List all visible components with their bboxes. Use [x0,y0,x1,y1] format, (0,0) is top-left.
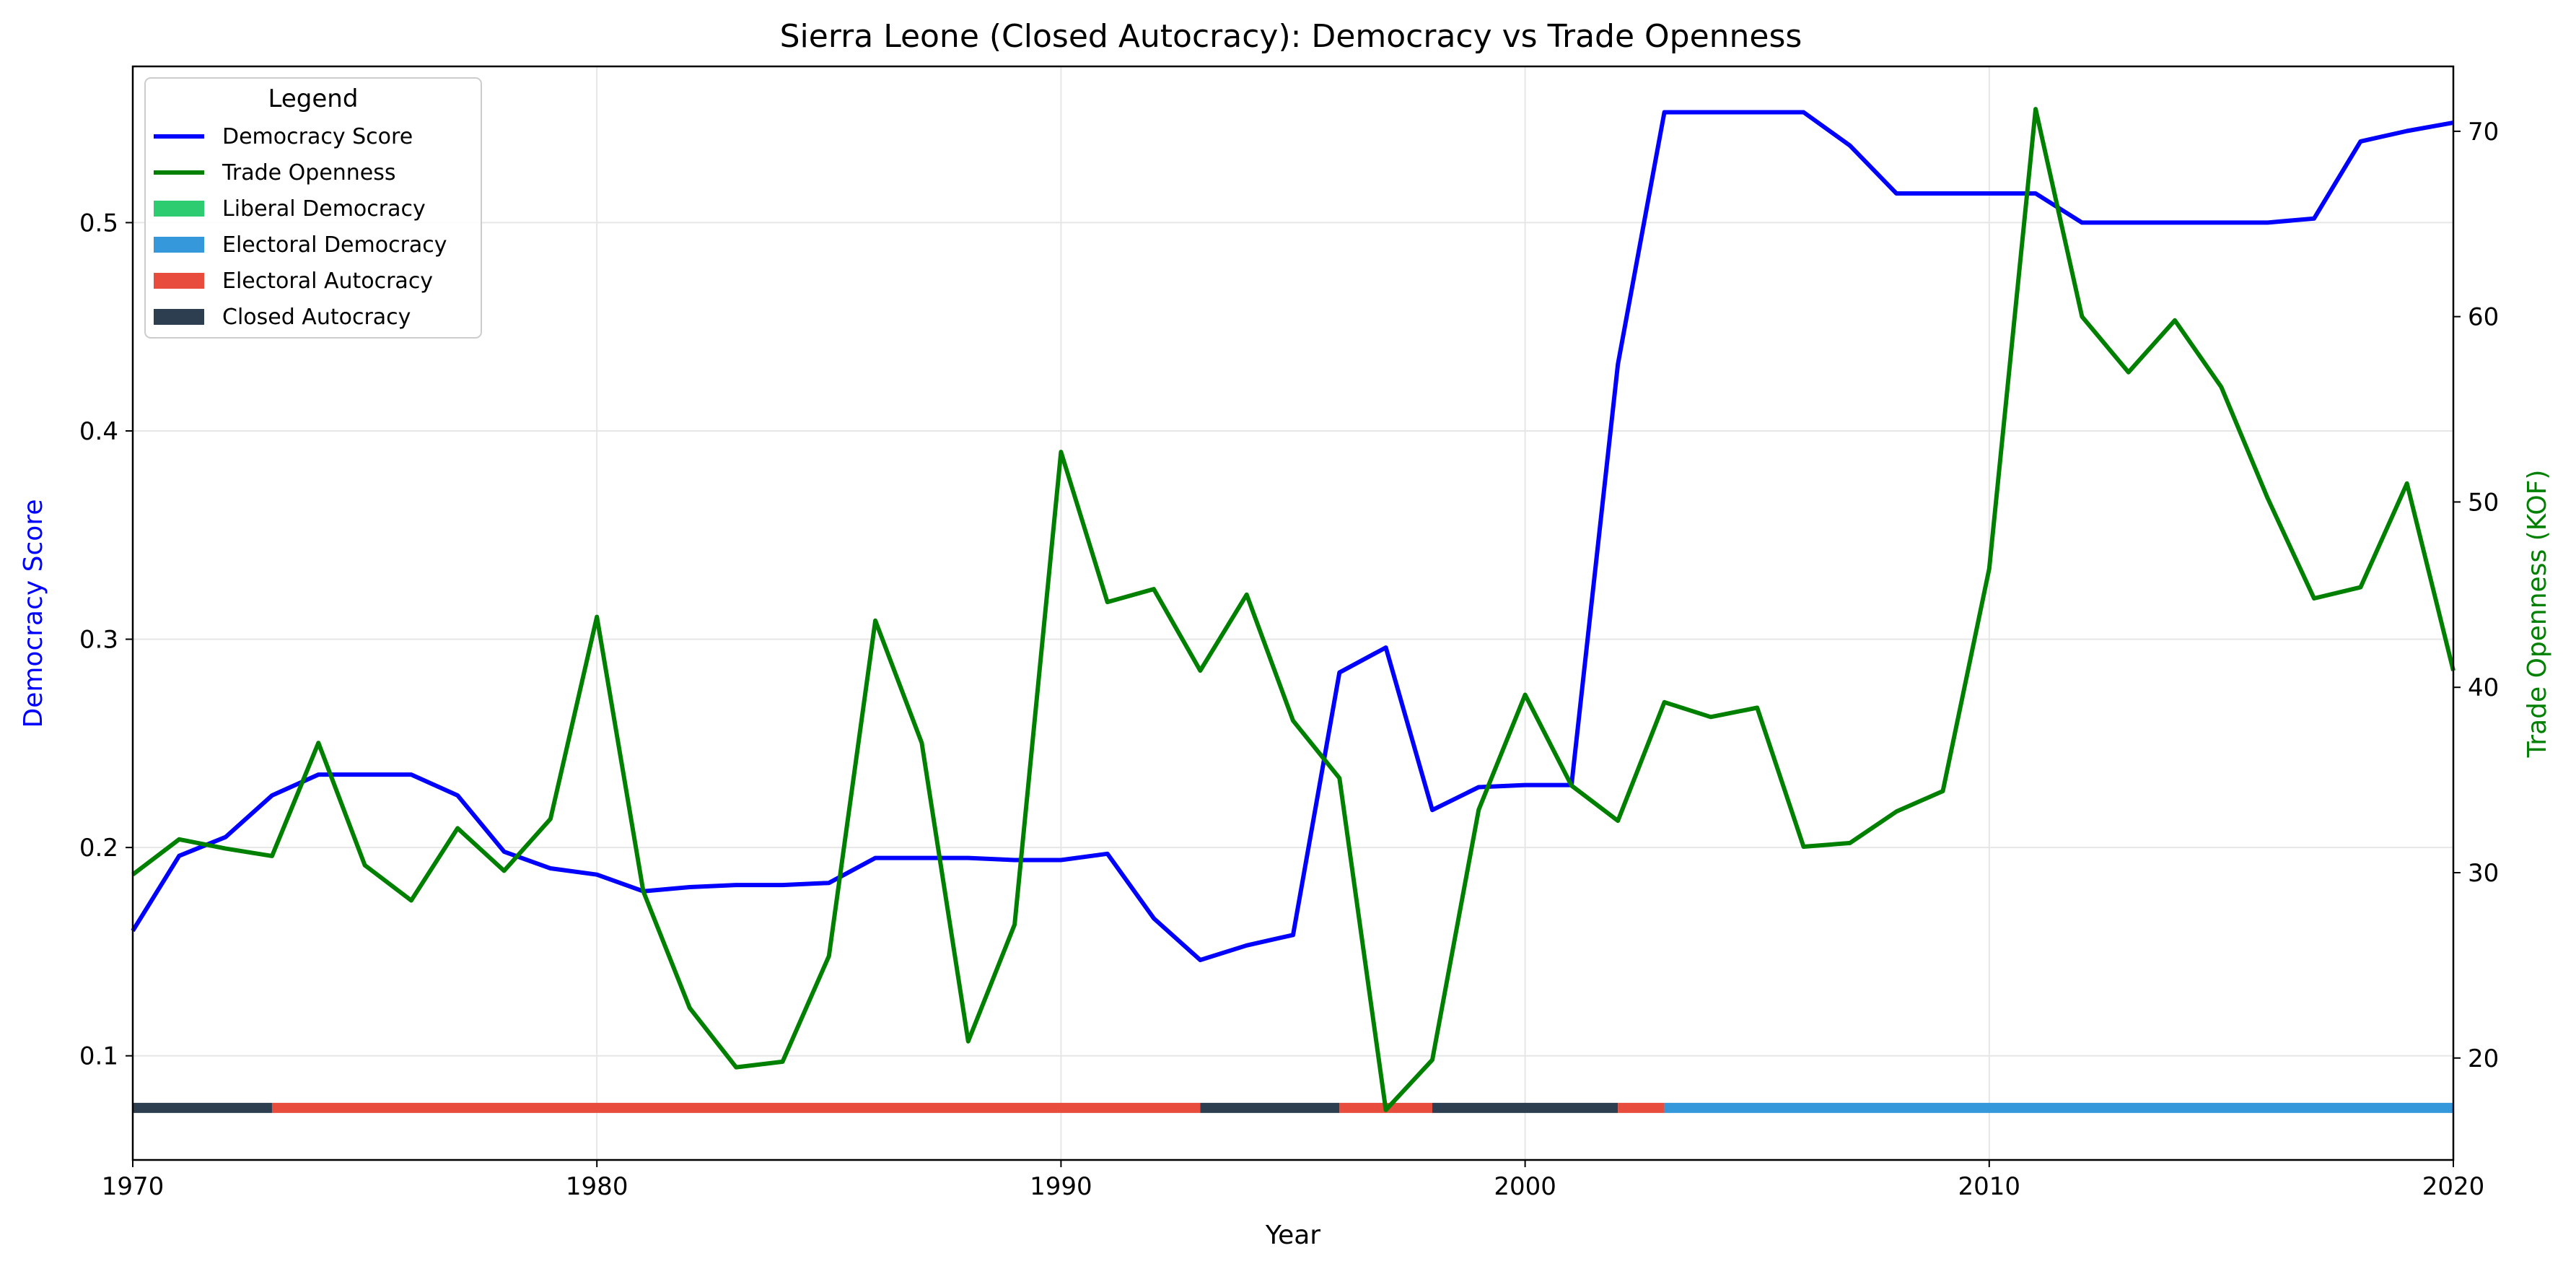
y-left-axis-ticks: 0.1 0.2 0.3 0.4 0.5 [79,209,133,1071]
y-right-tick-label: 50 [2468,488,2499,517]
y-left-tick-label: 0.4 [79,417,118,446]
x-tick-label: 2000 [1494,1172,1556,1201]
democracy-score-line [131,110,2454,962]
trade-openness-line [131,107,2455,1112]
chart-title: Sierra Leone (Closed Autocracy): Democra… [780,18,1802,55]
x-axis-ticks: 1970 1980 1990 2000 2010 2020 [102,1160,2485,1201]
x-axis-label: Year [1265,1221,1320,1250]
x-tick-label: 2010 [1958,1172,2021,1201]
y-left-axis-label: Democracy Score [19,499,48,728]
y-left-tick-label: 0.1 [79,1042,118,1071]
x-tick-label: 2020 [2422,1172,2485,1201]
y-right-tick-label: 70 [2468,118,2499,147]
y-right-tick-label: 20 [2468,1044,2499,1073]
legend-patch-swatch [154,201,204,217]
legend-entry-label: Closed Autocracy [222,305,411,330]
legend-entry-label: Electoral Autocracy [222,269,433,294]
grid-lines [132,66,2454,1160]
x-tick-label: 1990 [1030,1172,1092,1201]
legend-patch-swatch [154,273,204,289]
series-lines [131,107,2455,1112]
legend-box [144,77,482,339]
y-right-axis-ticks: 20 30 40 50 60 70 [2453,118,2499,1073]
x-tick-label: 1970 [102,1172,165,1201]
plot-frame [131,65,2455,1161]
x-tick-label: 1980 [566,1172,628,1201]
legend-patch-swatch [154,237,204,253]
legend-entry-label: Trade Openness [222,160,396,186]
legend-entry-label: Liberal Democracy [222,196,426,222]
y-right-tick-label: 60 [2468,303,2499,332]
y-right-axis-label: Trade Openness (KOF) [2523,470,2552,759]
legend-entry-label: Democracy Score [222,124,413,149]
legend: Legend Democracy Score Trade Openness Libe… [144,77,482,339]
y-left-tick-label: 0.2 [79,834,118,863]
y-right-tick-label: 30 [2468,859,2499,888]
y-right-tick-label: 40 [2468,673,2499,702]
legend-entry-label: Electoral Democracy [222,232,447,258]
legend-patch-swatch [154,309,204,325]
y-left-tick-label: 0.5 [79,209,118,237]
y-left-tick-label: 0.3 [79,626,118,655]
legend-title: Legend [268,84,359,113]
